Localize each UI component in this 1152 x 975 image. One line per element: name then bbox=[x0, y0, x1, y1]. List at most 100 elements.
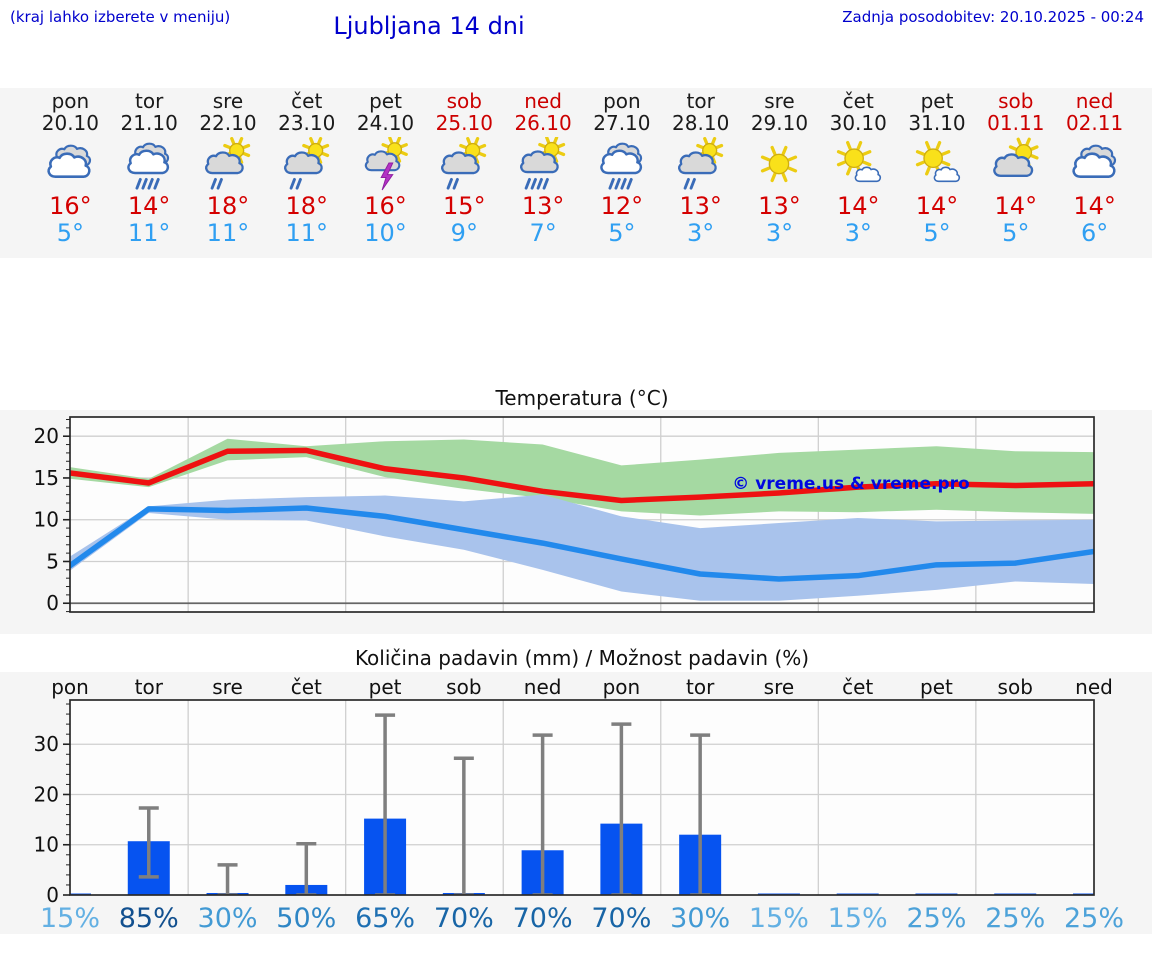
day-date: 26.10 bbox=[514, 111, 572, 135]
forecast-day-cell: čet 30.10 14° 3° bbox=[819, 88, 898, 258]
forecast-day-cell: sre 29.10 13° 3° bbox=[740, 88, 819, 258]
day-name: sob bbox=[446, 89, 482, 113]
min-temperature: 9° bbox=[450, 219, 478, 247]
watermark: © vreme.us & vreme.pro bbox=[732, 474, 969, 494]
plot-frame bbox=[69, 699, 1095, 896]
forecast-day-cell: sob 25.10 15° 9° bbox=[425, 88, 504, 258]
forecast-day-cell: tor 28.10 13° 3° bbox=[661, 88, 740, 258]
max-temperature: 14° bbox=[127, 192, 171, 220]
day-name: pon bbox=[51, 89, 90, 113]
sun-small-cloud-icon bbox=[831, 137, 885, 191]
rain-icon bbox=[595, 137, 649, 191]
max-temperature: 13° bbox=[679, 192, 722, 220]
day-name: čet bbox=[842, 89, 874, 113]
precip-day-label: pet bbox=[920, 675, 953, 699]
day-date: 22.10 bbox=[199, 111, 257, 135]
precip-probability-label: 30% bbox=[198, 903, 258, 934]
day-name: ned bbox=[1075, 89, 1114, 113]
axis-tick-label: 20 bbox=[34, 782, 59, 806]
day-name: pon bbox=[603, 89, 641, 113]
precip-day-label: sre bbox=[212, 675, 243, 699]
day-date: 31.10 bbox=[908, 111, 966, 135]
day-name: pet bbox=[920, 89, 954, 113]
precip-day-label: sob bbox=[446, 675, 481, 699]
day-name: čet bbox=[291, 89, 323, 113]
precip-probability-label: 15% bbox=[749, 903, 809, 934]
daily-forecast-strip: pon 20.10 16° 5° tor 21.10 14° 11° sre 2… bbox=[0, 88, 1152, 258]
min-temperature: 5° bbox=[608, 219, 636, 247]
error-bar bbox=[453, 756, 474, 895]
error-bar bbox=[296, 841, 317, 895]
plot-frame bbox=[69, 416, 1095, 613]
precip-probability-label: 65% bbox=[355, 903, 415, 934]
min-temperature: 6° bbox=[1080, 219, 1109, 247]
precip-day-label: ned bbox=[1075, 675, 1113, 699]
max-temperature: 16° bbox=[49, 192, 92, 220]
max-temperature: 18° bbox=[206, 192, 250, 220]
error-bar bbox=[690, 733, 711, 895]
min-temperature: 11° bbox=[206, 219, 250, 247]
last-update-timestamp: Zadnja posodobitev: 20.10.2025 - 00:24 bbox=[842, 8, 1144, 26]
sun-cloud-rain-icon bbox=[516, 137, 570, 191]
cloudy-icon bbox=[1068, 137, 1122, 191]
max-temperature: 15° bbox=[443, 192, 486, 220]
sun-cloud-icon bbox=[989, 137, 1043, 191]
precip-day-label: čet bbox=[842, 675, 873, 699]
precip-day-label: sre bbox=[764, 675, 795, 699]
cloudy-icon bbox=[43, 137, 97, 191]
plot-background bbox=[70, 700, 1094, 895]
day-name: tor bbox=[686, 89, 715, 113]
day-name: sre bbox=[764, 89, 795, 113]
precip-day-label: tor bbox=[135, 675, 164, 699]
min-temperature: 3° bbox=[765, 219, 794, 247]
axis-tick-label: 10 bbox=[34, 833, 59, 857]
min-temperature: 11° bbox=[285, 219, 329, 247]
precip-day-label: pon bbox=[603, 675, 641, 699]
forecast-day-cell: ned 26.10 13° 7° bbox=[504, 88, 583, 258]
sun-cloud-light-rain-icon bbox=[437, 137, 491, 191]
min-temperature: 5° bbox=[56, 219, 85, 247]
error-bar bbox=[611, 722, 632, 895]
day-name: pet bbox=[369, 89, 402, 113]
max-temperature: 18° bbox=[285, 192, 329, 220]
precip-probability-label: 25% bbox=[985, 903, 1045, 934]
forecast-day-cell: sre 22.10 18° 11° bbox=[189, 88, 268, 258]
day-date: 01.11 bbox=[987, 111, 1045, 135]
error-bar bbox=[375, 713, 396, 895]
forecast-day-cell: pet 31.10 14° 5° bbox=[898, 88, 977, 258]
forecast-day-cell: tor 21.10 14° 11° bbox=[110, 88, 189, 258]
sun-small-cloud-icon bbox=[910, 137, 964, 191]
min-temperature: 11° bbox=[127, 219, 171, 247]
daily-forecast-grid: pon 20.10 16° 5° tor 21.10 14° 11° sre 2… bbox=[31, 88, 1134, 258]
forecast-day-cell: sob 01.11 14° 5° bbox=[976, 88, 1055, 258]
temperature-chart-figure: © vreme.us & vreme.pro 0 5 10 15 20 bbox=[0, 410, 1152, 634]
forecast-day-cell: pet 24.10 16° 10° bbox=[346, 88, 425, 258]
precip-day-label: sob bbox=[998, 675, 1033, 699]
precipitation-chart-title: Količina padavin (mm) / Možnost padavin … bbox=[354, 646, 810, 670]
forecast-day-cell: pon 27.10 12° 5° bbox=[582, 88, 661, 258]
axis-tick-label: 30 bbox=[34, 732, 59, 756]
axis-tick-label: 0 bbox=[46, 883, 59, 907]
precip-probability-label: 25% bbox=[906, 903, 966, 934]
max-temperature: 16° bbox=[364, 192, 407, 220]
sunny-icon bbox=[752, 137, 806, 191]
min-temperature: 3° bbox=[844, 219, 872, 247]
axis-tick-label: 0 bbox=[46, 591, 59, 615]
max-temperature: 12° bbox=[600, 192, 644, 220]
day-date: 24.10 bbox=[356, 111, 415, 135]
min-temperature: 5° bbox=[1002, 219, 1030, 247]
precip-probability-label: 50% bbox=[276, 903, 336, 934]
day-date: 02.11 bbox=[1065, 111, 1124, 135]
precip-probability-label: 25% bbox=[1064, 903, 1124, 934]
max-temperature: 14° bbox=[994, 192, 1038, 220]
max-temperature-band bbox=[70, 438, 1094, 516]
day-date: 28.10 bbox=[672, 111, 730, 135]
precip-probability-label: 15% bbox=[828, 903, 888, 934]
day-date: 25.10 bbox=[435, 111, 493, 135]
day-date: 29.10 bbox=[750, 111, 809, 135]
precipitation-chart-figure: pon tor sre čet pet sob ned pon tor sre čet pet sob n… bbox=[0, 672, 1152, 934]
axis-tick-label: 15 bbox=[34, 466, 59, 490]
max-temperature: 13° bbox=[758, 192, 801, 220]
sun-cloud-thunder-icon bbox=[359, 137, 413, 191]
